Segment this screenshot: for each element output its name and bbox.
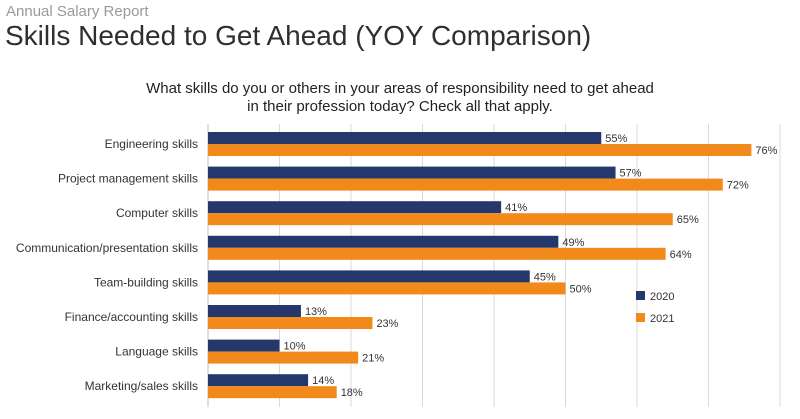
category-label: Computer skills <box>116 206 198 220</box>
bar-2020 <box>208 374 309 387</box>
legend-label-2020: 2020 <box>650 291 674 303</box>
chart-question: What skills do you or others in your are… <box>130 80 670 116</box>
data-label-2021: 64% <box>670 249 692 261</box>
bar-2021 <box>208 247 666 260</box>
data-label-2021: 18% <box>341 387 363 399</box>
legend-label-2021: 2021 <box>650 313 674 325</box>
bar-2021 <box>208 213 673 226</box>
chart-question-line-2: in their profession today? Check all tha… <box>247 98 553 115</box>
data-label-2021: 65% <box>677 214 699 226</box>
bar-2021 <box>208 144 752 156</box>
bar-2021 <box>208 317 373 329</box>
data-label-2021: 72% <box>727 180 749 192</box>
data-label-2021: 50% <box>570 283 592 295</box>
bar-2020 <box>208 166 616 179</box>
bar-2020 <box>208 270 530 283</box>
report-supertitle: Annual Salary Report <box>6 3 149 20</box>
bar-2021 <box>208 386 337 399</box>
legend-swatch-2020 <box>636 291 645 300</box>
bar-2020 <box>208 339 280 352</box>
category-label: Marketing/sales skills <box>85 379 198 393</box>
category-label: Communication/presentation skills <box>16 241 198 255</box>
bars <box>208 132 752 399</box>
bar-2021 <box>208 178 723 191</box>
data-label-2020: 13% <box>305 306 327 318</box>
data-label-2020: 49% <box>562 237 584 249</box>
bar-2020 <box>208 201 502 214</box>
data-label-2021: 21% <box>362 353 384 365</box>
data-label-2020: 55% <box>605 133 627 145</box>
category-label: Project management skills <box>58 172 198 186</box>
data-label-2021: 23% <box>376 318 398 330</box>
legend-swatch-2021 <box>636 313 645 322</box>
data-label-2020: 41% <box>505 202 527 214</box>
bar-2021 <box>208 282 566 295</box>
chart-question-line-1: What skills do you or others in your are… <box>146 80 654 97</box>
data-label-2020: 14% <box>312 375 334 387</box>
bar-2020 <box>208 235 559 248</box>
bar-2020 <box>208 132 602 144</box>
data-label-2021: 76% <box>755 145 777 157</box>
page-title: Skills Needed to Get Ahead (YOY Comparis… <box>5 20 592 51</box>
gridlines <box>207 124 781 407</box>
bar-2021 <box>208 351 359 364</box>
bar-2020 <box>208 305 301 317</box>
labels: Engineering skills 55% 76% Project manageme… <box>16 133 778 399</box>
category-label: Finance/accounting skills <box>65 310 198 324</box>
category-label: Language skills <box>115 345 198 359</box>
data-label-2020: 57% <box>620 168 642 180</box>
category-label: Engineering skills <box>105 137 198 151</box>
legend: 2020 2021 <box>636 291 674 325</box>
data-label-2020: 45% <box>534 271 556 283</box>
category-label: Team-building skills <box>94 275 198 289</box>
data-label-2020: 10% <box>284 341 306 353</box>
